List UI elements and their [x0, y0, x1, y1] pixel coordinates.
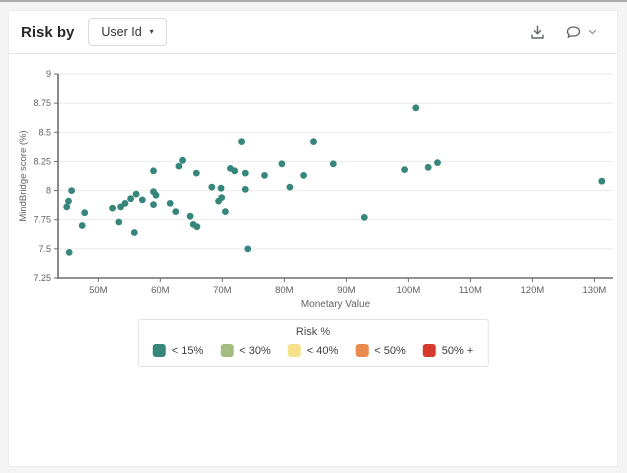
x-tick-label: 90M: [337, 285, 356, 296]
data-point[interactable]: [217, 184, 225, 192]
y-tick-label: 9: [46, 69, 51, 79]
group-by-dropdown-value: User Id: [101, 25, 142, 39]
data-point[interactable]: [179, 156, 187, 164]
legend-item-3[interactable]: < 50%: [355, 344, 406, 357]
y-axis: 9 8.75 8.5 8.25 8 7.75 7.5 7.25 MindBridge score…: [18, 69, 59, 283]
y-tick-label: 8.25: [33, 156, 51, 166]
data-point[interactable]: [218, 194, 226, 202]
data-point[interactable]: [130, 229, 138, 236]
data-point[interactable]: [401, 166, 408, 173]
x-axis: 50M 60M 70M 80M 90M 100M 110M 120M 130M Monetary …: [57, 277, 613, 310]
data-point[interactable]: [241, 169, 249, 177]
data-point[interactable]: [81, 209, 89, 217]
legend-item-label: < 15%: [171, 344, 204, 357]
data-point[interactable]: [68, 187, 75, 195]
data-point[interactable]: [138, 196, 146, 204]
data-point[interactable]: [65, 197, 72, 205]
data-point[interactable]: [598, 177, 606, 185]
x-tick-label: 70M: [213, 285, 232, 296]
data-point[interactable]: [192, 169, 200, 177]
data-point[interactable]: [63, 203, 71, 211]
legend-swatch-icon: [287, 344, 301, 357]
window-top-border: [0, 0, 627, 2]
data-point[interactable]: [278, 160, 286, 168]
x-tick-label: 60M: [151, 285, 170, 296]
y-tick-label: 7.25: [33, 273, 51, 283]
data-point[interactable]: [244, 245, 252, 253]
comment-icon: [564, 24, 583, 41]
data-point[interactable]: [231, 167, 239, 175]
legend-swatch-icon: [355, 344, 369, 357]
legend-item-4[interactable]: 50% +: [422, 344, 474, 357]
y-tick-label: 8.5: [38, 127, 51, 137]
legend-item-2[interactable]: < 40%: [287, 344, 339, 357]
data-point[interactable]: [329, 160, 337, 168]
legend-item-0[interactable]: < 15%: [152, 344, 204, 357]
data-point[interactable]: [193, 223, 201, 231]
data-point[interactable]: [238, 138, 246, 145]
scatter-points: [63, 104, 606, 256]
legend-item-label: < 50%: [374, 344, 406, 357]
data-point[interactable]: [241, 186, 249, 193]
data-point[interactable]: [208, 183, 216, 191]
data-point[interactable]: [286, 183, 294, 191]
data-point[interactable]: [127, 195, 134, 203]
data-point[interactable]: [150, 201, 157, 209]
data-point[interactable]: [109, 204, 116, 212]
data-point[interactable]: [310, 138, 317, 145]
data-point[interactable]: [150, 167, 157, 175]
x-tick-label: 50M: [89, 285, 108, 296]
data-point[interactable]: [412, 104, 420, 112]
legend-item-label: < 30%: [239, 344, 271, 357]
data-point[interactable]: [424, 163, 432, 171]
data-point[interactable]: [152, 191, 160, 199]
legend-items: < 15% < 30% < 40% < 50% 50% +: [152, 344, 474, 357]
panel-header: Risk by User Id ▾: [9, 11, 617, 53]
data-point[interactable]: [115, 218, 123, 226]
comments-button[interactable]: [562, 22, 599, 43]
x-tick-label: 80M: [275, 285, 294, 296]
legend-swatch-icon: [152, 344, 166, 357]
risk-panel: Risk by User Id ▾: [8, 10, 618, 467]
legend-swatch-icon: [422, 344, 436, 357]
data-point[interactable]: [300, 172, 307, 179]
legend-title: Risk %: [295, 326, 331, 338]
panel-title: Risk by: [21, 23, 75, 41]
x-tick-label: 120M: [521, 285, 545, 296]
data-point[interactable]: [121, 200, 129, 207]
data-point[interactable]: [172, 208, 180, 216]
y-tick-label: 8: [46, 186, 51, 196]
y-tick-label: 7.5: [38, 244, 51, 254]
data-point[interactable]: [434, 159, 441, 166]
download-button[interactable]: [527, 22, 548, 43]
data-point[interactable]: [222, 208, 229, 216]
legend-item-label: < 40%: [306, 344, 339, 357]
data-point[interactable]: [65, 249, 73, 256]
data-point[interactable]: [261, 172, 268, 179]
y-tick-label: 8.75: [33, 98, 51, 108]
data-point[interactable]: [78, 222, 86, 229]
legend-item-label: 50% +: [441, 344, 474, 357]
chevron-down-icon: [588, 29, 597, 35]
data-point[interactable]: [360, 214, 368, 221]
data-point[interactable]: [166, 200, 174, 207]
data-point[interactable]: [132, 190, 140, 198]
download-icon: [529, 24, 546, 41]
y-axis-title: MindBridge score (%): [18, 130, 29, 221]
data-point[interactable]: [175, 162, 183, 170]
chevron-down-icon: ▾: [149, 27, 154, 36]
x-tick-label: 100M: [396, 285, 420, 296]
legend-item-1[interactable]: < 30%: [220, 344, 271, 357]
legend: Risk % < 15% < 30% < 40% < 50% 50% +: [137, 319, 489, 367]
header-divider: [9, 53, 617, 54]
data-point[interactable]: [186, 212, 194, 220]
y-tick-label: 7.75: [33, 215, 51, 225]
scatter-chart: 9 8.75 8.5 8.25 8 7.75 7.5 7.25 MindBridge score…: [18, 69, 613, 310]
panel-actions: [527, 22, 599, 43]
x-axis-title: Monetary Value: [301, 299, 371, 310]
x-tick-label: 130M: [583, 285, 607, 296]
x-tick-label: 110M: [459, 285, 482, 296]
group-by-dropdown[interactable]: User Id ▾: [88, 18, 167, 46]
legend-swatch-icon: [220, 344, 234, 357]
